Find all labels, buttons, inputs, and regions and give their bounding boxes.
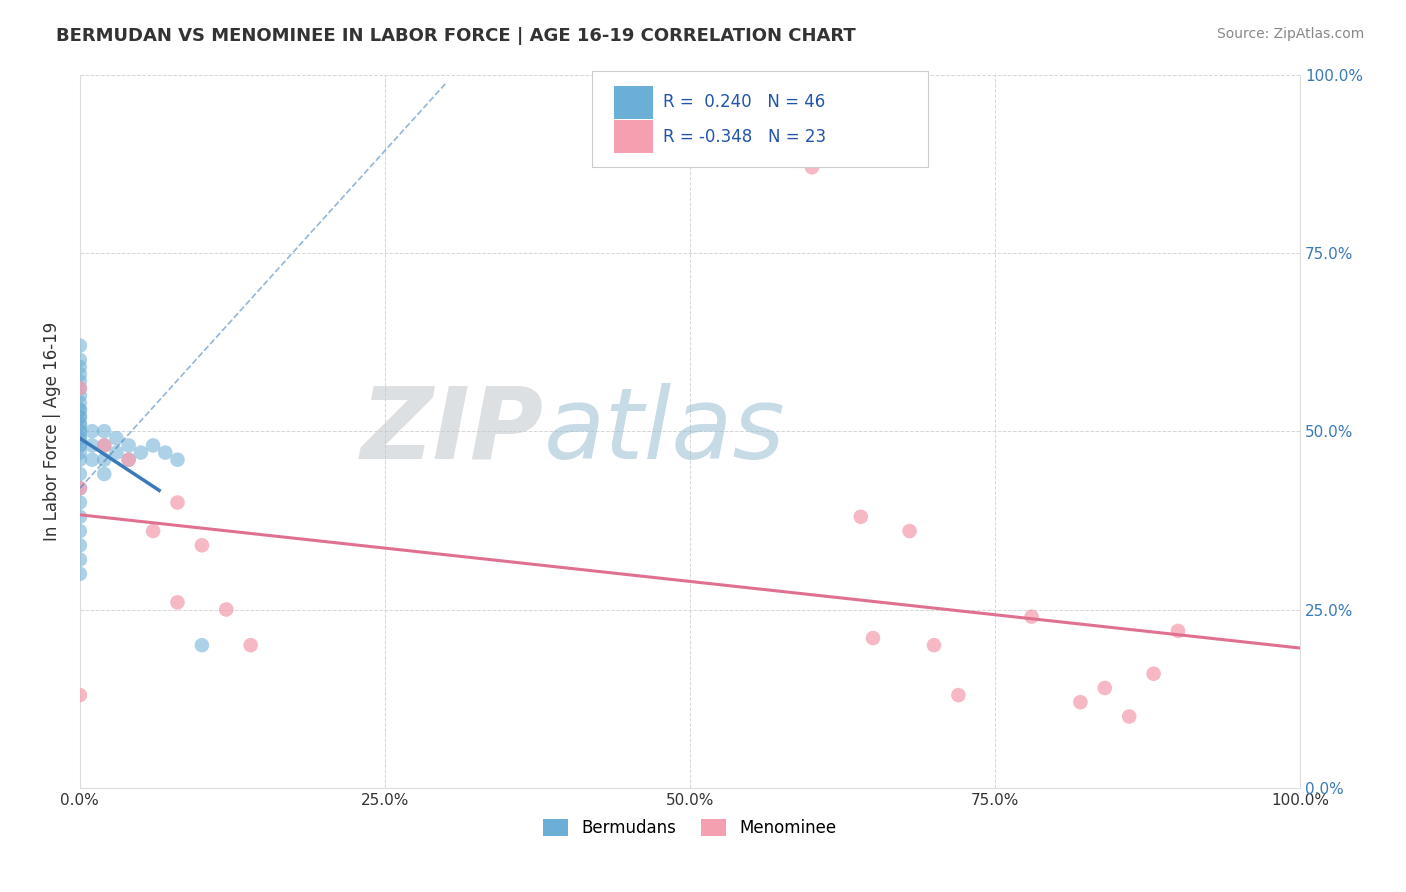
Point bbox=[69, 566, 91, 581]
Point bbox=[69, 374, 91, 388]
Point bbox=[1118, 709, 1140, 723]
Point bbox=[862, 631, 884, 645]
Point bbox=[129, 445, 152, 459]
Point bbox=[118, 452, 141, 467]
Text: R = -0.348   N = 23: R = -0.348 N = 23 bbox=[664, 128, 827, 145]
Point bbox=[155, 445, 177, 459]
Point bbox=[166, 595, 188, 609]
Point bbox=[1021, 609, 1043, 624]
Point bbox=[166, 452, 188, 467]
Point bbox=[800, 161, 823, 175]
Point bbox=[69, 424, 91, 438]
Point bbox=[93, 438, 115, 452]
Point bbox=[69, 552, 91, 566]
Text: ZIP: ZIP bbox=[360, 383, 544, 480]
Point bbox=[69, 495, 91, 509]
Text: Source: ZipAtlas.com: Source: ZipAtlas.com bbox=[1216, 27, 1364, 41]
Point bbox=[69, 481, 91, 495]
Point bbox=[69, 367, 91, 381]
Point bbox=[142, 438, 165, 452]
Point bbox=[191, 538, 214, 552]
Point bbox=[922, 638, 945, 652]
Point bbox=[1167, 624, 1189, 638]
Point bbox=[80, 438, 103, 452]
Point bbox=[105, 445, 128, 459]
Point bbox=[118, 452, 141, 467]
Point bbox=[69, 338, 91, 352]
Point bbox=[69, 452, 91, 467]
Point bbox=[69, 445, 91, 459]
FancyBboxPatch shape bbox=[592, 71, 928, 168]
Point bbox=[1094, 681, 1116, 695]
Point bbox=[69, 381, 91, 395]
Point bbox=[69, 431, 91, 445]
Point bbox=[1069, 695, 1091, 709]
Point bbox=[93, 424, 115, 438]
Point bbox=[69, 438, 91, 452]
Point bbox=[142, 524, 165, 538]
Point bbox=[69, 409, 91, 424]
Legend: Bermudans, Menominee: Bermudans, Menominee bbox=[537, 813, 844, 844]
Point bbox=[239, 638, 262, 652]
Point bbox=[118, 438, 141, 452]
Point bbox=[80, 424, 103, 438]
Text: atlas: atlas bbox=[544, 383, 785, 480]
Point bbox=[69, 688, 91, 702]
Point bbox=[69, 402, 91, 417]
Point bbox=[69, 381, 91, 395]
Point bbox=[69, 438, 91, 452]
Point bbox=[69, 359, 91, 374]
Point bbox=[69, 402, 91, 417]
Point bbox=[93, 467, 115, 481]
Point bbox=[69, 524, 91, 538]
Point bbox=[93, 452, 115, 467]
Text: R =  0.240   N = 46: R = 0.240 N = 46 bbox=[664, 94, 825, 112]
Point bbox=[215, 602, 238, 616]
Point bbox=[69, 424, 91, 438]
Point bbox=[948, 688, 970, 702]
Point bbox=[69, 395, 91, 409]
Point bbox=[69, 388, 91, 402]
Point bbox=[849, 509, 872, 524]
Point bbox=[166, 495, 188, 509]
Point bbox=[69, 538, 91, 552]
Point bbox=[1142, 666, 1164, 681]
FancyBboxPatch shape bbox=[614, 86, 654, 119]
FancyBboxPatch shape bbox=[614, 120, 654, 153]
Point bbox=[80, 452, 103, 467]
Point bbox=[191, 638, 214, 652]
Point bbox=[69, 481, 91, 495]
Point bbox=[69, 352, 91, 367]
Point bbox=[69, 417, 91, 431]
Point bbox=[69, 509, 91, 524]
Point bbox=[69, 417, 91, 431]
Point bbox=[105, 431, 128, 445]
Point bbox=[898, 524, 921, 538]
Point bbox=[69, 467, 91, 481]
Point bbox=[69, 431, 91, 445]
Point bbox=[69, 409, 91, 424]
Y-axis label: In Labor Force | Age 16-19: In Labor Force | Age 16-19 bbox=[44, 321, 60, 541]
Point bbox=[93, 438, 115, 452]
Text: BERMUDAN VS MENOMINEE IN LABOR FORCE | AGE 16-19 CORRELATION CHART: BERMUDAN VS MENOMINEE IN LABOR FORCE | A… bbox=[56, 27, 856, 45]
